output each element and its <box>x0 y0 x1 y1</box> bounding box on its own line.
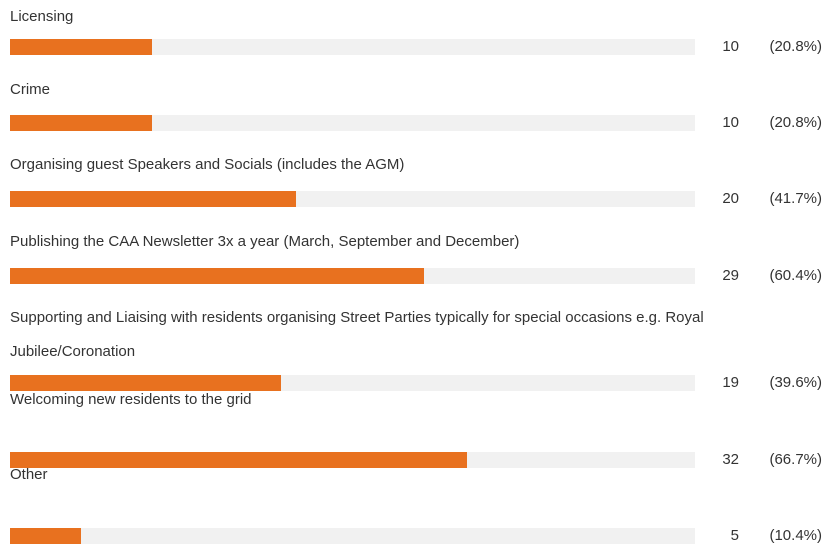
bar <box>10 268 424 284</box>
count-label: 10 <box>722 38 739 55</box>
bar <box>10 39 153 55</box>
percent-label: (66.7%) <box>769 451 822 468</box>
percent-label: (41.7%) <box>769 190 822 207</box>
bar <box>10 452 467 468</box>
count-label: 32 <box>722 451 739 468</box>
bar-track <box>10 39 695 55</box>
option-label: Organising guest Speakers and Socials (i… <box>10 156 405 173</box>
percent-label: (60.4%) <box>769 267 822 284</box>
bar-track <box>10 115 695 131</box>
option-label: Publishing the CAA Newsletter 3x a year … <box>10 233 520 250</box>
count-label: 19 <box>722 374 739 391</box>
bar-track <box>10 452 695 468</box>
option-label: Supporting and Liaising with residents o… <box>10 309 704 360</box>
bar-track <box>10 375 695 391</box>
percent-label: (10.4%) <box>769 527 822 544</box>
count-label: 10 <box>722 114 739 131</box>
option-label: Welcoming new residents to the grid <box>10 391 252 408</box>
bar-track <box>10 191 695 207</box>
bar-track <box>10 268 695 284</box>
option-label: Other <box>10 466 48 483</box>
bar <box>10 191 296 207</box>
bar <box>10 115 153 131</box>
count-label: 29 <box>722 267 739 284</box>
count-label: 20 <box>722 190 739 207</box>
bar-track <box>10 528 695 544</box>
option-label: Crime <box>10 81 50 98</box>
bar <box>10 375 282 391</box>
percent-label: (20.8%) <box>769 114 822 131</box>
count-label: 5 <box>730 527 739 544</box>
percent-label: (20.8%) <box>769 38 822 55</box>
percent-label: (39.6%) <box>769 374 822 391</box>
bar <box>10 528 82 544</box>
option-label: Licensing <box>10 8 74 25</box>
